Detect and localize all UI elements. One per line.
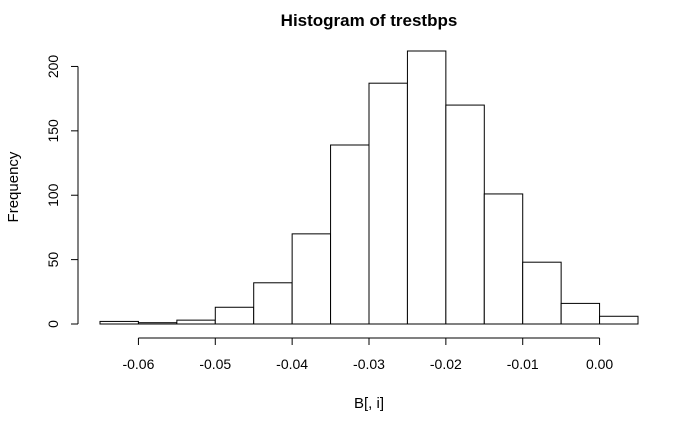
x-tick-label: -0.03	[353, 356, 385, 372]
y-tick-label: 150	[45, 119, 61, 143]
histogram-bar	[214, 306, 255, 325]
y-tick-label: 200	[45, 55, 61, 79]
histogram-bar	[560, 302, 601, 325]
histogram-bar	[445, 104, 485, 325]
histogram-bar	[253, 282, 293, 325]
x-tick-label: -0.05	[199, 356, 231, 372]
histogram-bar	[522, 261, 562, 325]
bars-group	[99, 50, 639, 325]
histogram-bar	[406, 50, 447, 325]
y-tick-label: 100	[45, 183, 61, 207]
y-axis: 0 50 100 150 200	[45, 55, 79, 328]
histogram-bar	[291, 233, 332, 325]
x-tick-label: 0.00	[586, 356, 613, 372]
y-tick-label: 50	[45, 252, 61, 268]
x-tick-label: -0.02	[430, 356, 462, 372]
x-tick-label: -0.06	[122, 356, 154, 372]
chart-title: Histogram of trestbps	[281, 11, 458, 30]
x-tick-label: -0.04	[276, 356, 308, 372]
x-axis-label: B[, i]	[354, 395, 384, 412]
histogram-bar	[99, 320, 139, 325]
histogram-bar	[137, 322, 178, 325]
histogram-bar	[330, 144, 370, 325]
y-axis-label: Frequency	[5, 151, 22, 222]
histogram-bar	[176, 319, 216, 325]
histogram-bar	[483, 193, 524, 325]
histogram-bar	[368, 82, 408, 325]
x-tick-label: -0.01	[507, 356, 539, 372]
y-tick-label: 0	[45, 320, 61, 328]
histogram-bar	[599, 315, 639, 325]
x-axis: -0.06 -0.05 -0.04 -0.03 -0.02 -0.01 0.00	[122, 337, 613, 372]
